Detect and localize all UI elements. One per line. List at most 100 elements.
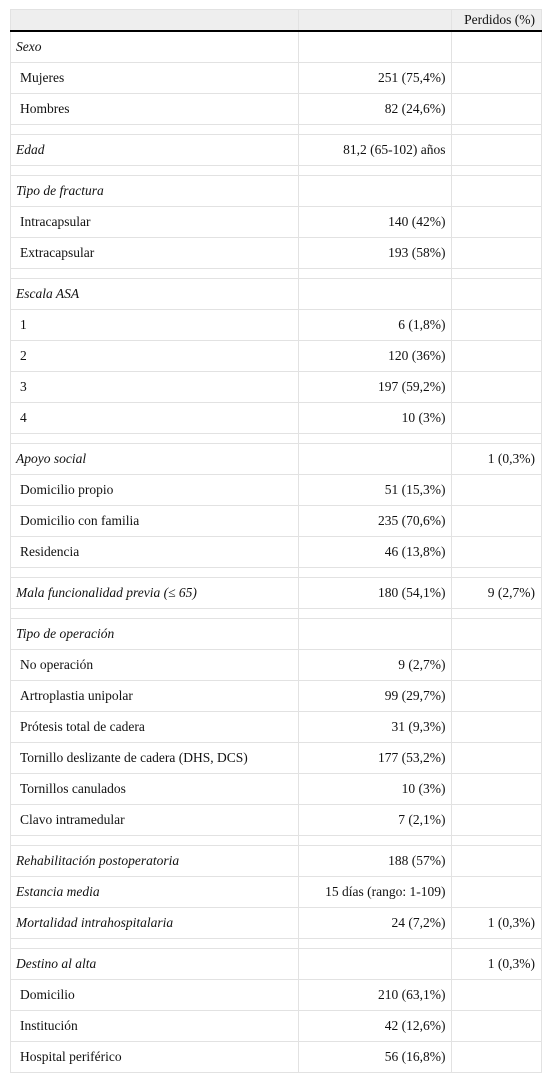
row-value: 82 (24,6%) bbox=[298, 93, 453, 125]
spacer-row bbox=[9, 268, 542, 279]
row-value bbox=[298, 948, 453, 980]
item-row: Mujeres 251 (75,4%) bbox=[9, 62, 542, 94]
row-value: 99 (29,7%) bbox=[298, 680, 453, 712]
row-label: Hombres bbox=[9, 93, 300, 125]
row-value: 120 (36%) bbox=[298, 340, 453, 372]
row-label: Clavo intramedular bbox=[9, 804, 300, 836]
section-row: Edad 81,2 (65-102) años bbox=[9, 134, 542, 166]
row-value: 180 (54,1%) bbox=[298, 577, 453, 609]
row-lost bbox=[451, 175, 542, 207]
spacer-cell bbox=[451, 268, 542, 279]
row-label: Hospital periférico bbox=[9, 1041, 300, 1073]
row-lost bbox=[451, 402, 542, 434]
item-row: Hospital periférico 56 (16,8%) bbox=[9, 1041, 542, 1073]
item-row: Artroplastia unipolar 99 (29,7%) bbox=[9, 680, 542, 712]
row-label: Domicilio bbox=[9, 979, 300, 1011]
spacer-cell bbox=[9, 938, 300, 949]
row-value: 193 (58%) bbox=[298, 237, 453, 269]
row-label: Tornillo deslizante de cadera (DHS, DCS) bbox=[9, 742, 300, 774]
row-value: 24 (7,2%) bbox=[298, 907, 453, 939]
row-lost: 1 (0,3%) bbox=[451, 443, 542, 475]
section-row: Apoyo social 1 (0,3%) bbox=[9, 443, 542, 475]
row-label: Intracapsular bbox=[9, 206, 300, 238]
section-row: Tipo de fractura bbox=[9, 175, 542, 207]
spacer-cell bbox=[298, 124, 453, 135]
row-label: Artroplastia unipolar bbox=[9, 680, 300, 712]
spacer-cell bbox=[298, 608, 453, 619]
spacer-cell bbox=[9, 567, 300, 578]
spacer-cell bbox=[451, 124, 542, 135]
row-lost bbox=[451, 804, 542, 836]
row-label: Destino al alta bbox=[9, 948, 300, 980]
spacer-cell bbox=[9, 608, 300, 619]
row-value bbox=[298, 278, 453, 310]
spacer-row bbox=[9, 835, 542, 846]
section-row: Sexo bbox=[9, 30, 542, 63]
row-value: 188 (57%) bbox=[298, 845, 453, 877]
row-lost bbox=[451, 278, 542, 310]
item-row: Extracapsular 193 (58%) bbox=[9, 237, 542, 269]
section-row: Destino al alta 1 (0,3%) bbox=[9, 948, 542, 980]
item-row: Tornillo deslizante de cadera (DHS, DCS)… bbox=[9, 742, 542, 774]
row-lost bbox=[451, 309, 542, 341]
item-row: Hombres 82 (24,6%) bbox=[9, 93, 542, 125]
spacer-row bbox=[9, 938, 542, 949]
item-row: Institución 42 (12,6%) bbox=[9, 1010, 542, 1042]
row-value bbox=[298, 618, 453, 650]
row-lost bbox=[451, 680, 542, 712]
row-lost bbox=[451, 773, 542, 805]
spacer-row bbox=[9, 567, 542, 578]
row-lost bbox=[451, 206, 542, 238]
row-lost: 9 (2,7%) bbox=[451, 577, 542, 609]
row-value: 6 (1,8%) bbox=[298, 309, 453, 341]
row-label: Domicilio con familia bbox=[9, 505, 300, 537]
row-label: Mujeres bbox=[9, 62, 300, 94]
spacer-cell bbox=[298, 268, 453, 279]
row-lost bbox=[451, 979, 542, 1011]
row-label: Mortalidad intrahospitalaria bbox=[9, 907, 300, 939]
row-lost: 1 (0,3%) bbox=[451, 948, 542, 980]
spacer-cell bbox=[9, 268, 300, 279]
row-lost: 1 (0,3%) bbox=[451, 907, 542, 939]
section-row: Mala funcionalidad previa (≤ 65) 180 (54,… bbox=[9, 577, 542, 609]
spacer-cell bbox=[9, 835, 300, 846]
row-value: 140 (42%) bbox=[298, 206, 453, 238]
spacer-row bbox=[9, 608, 542, 619]
spacer-cell bbox=[298, 433, 453, 444]
spacer-row bbox=[9, 124, 542, 135]
spacer-cell bbox=[451, 835, 542, 846]
spacer-cell bbox=[298, 835, 453, 846]
section-row: Tipo de operación bbox=[9, 618, 542, 650]
spacer-cell bbox=[9, 433, 300, 444]
header-lost: Perdidos (%) bbox=[451, 9, 542, 32]
row-value: 42 (12,6%) bbox=[298, 1010, 453, 1042]
row-lost bbox=[451, 649, 542, 681]
row-lost bbox=[451, 62, 542, 94]
row-lost bbox=[451, 876, 542, 908]
row-value: 251 (75,4%) bbox=[298, 62, 453, 94]
spacer-cell bbox=[9, 124, 300, 135]
row-value bbox=[298, 443, 453, 475]
item-row: Tornillos canulados 10 (3%) bbox=[9, 773, 542, 805]
row-value: 210 (63,1%) bbox=[298, 979, 453, 1011]
spacer-cell bbox=[298, 165, 453, 176]
row-lost bbox=[451, 536, 542, 568]
row-lost bbox=[451, 1041, 542, 1073]
row-value: 235 (70,6%) bbox=[298, 505, 453, 537]
row-value: 81,2 (65-102) años bbox=[298, 134, 453, 166]
item-row: 2 120 (36%) bbox=[9, 340, 542, 372]
row-label: No operación bbox=[9, 649, 300, 681]
header-cell bbox=[298, 9, 453, 32]
row-lost bbox=[451, 30, 542, 63]
row-label: 2 bbox=[9, 340, 300, 372]
spacer-cell bbox=[451, 567, 542, 578]
row-label: Rehabilitación postoperatoria bbox=[9, 845, 300, 877]
row-label: 3 bbox=[9, 371, 300, 403]
row-value: 15 días (rango: 1-109) bbox=[298, 876, 453, 908]
row-lost bbox=[451, 711, 542, 743]
spacer-cell bbox=[451, 165, 542, 176]
item-row: Residencia 46 (13,8%) bbox=[9, 536, 542, 568]
section-row: Rehabilitación postoperatoria 188 (57%) bbox=[9, 845, 542, 877]
row-lost bbox=[451, 474, 542, 506]
